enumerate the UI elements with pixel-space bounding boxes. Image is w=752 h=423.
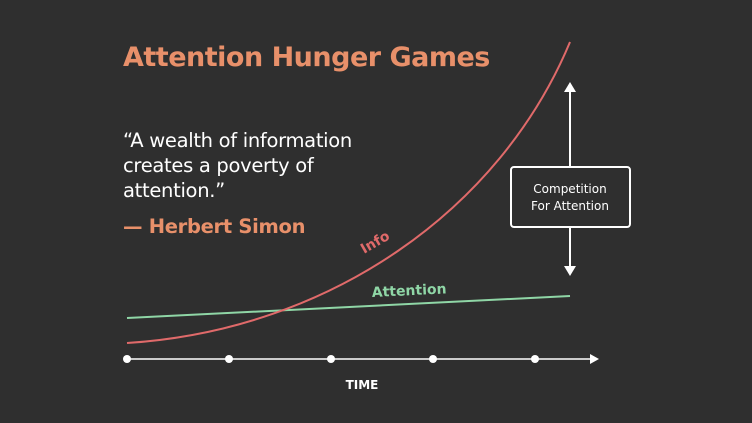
time-axis-marker (429, 355, 437, 363)
arrow-down-head (564, 266, 576, 276)
time-axis-marker (531, 355, 539, 363)
info-curve (126, 41, 571, 344)
time-axis-marker (327, 355, 335, 363)
quote-text: “A wealth of information creates a pover… (123, 129, 352, 202)
time-axis-marker (225, 355, 233, 363)
time-axis-markers (123, 355, 539, 363)
quote-author: — Herbert Simon (123, 215, 306, 238)
competition-box (510, 166, 631, 228)
time-axis-marker (123, 355, 131, 363)
time-axis-label: TIME (346, 378, 379, 392)
slide-title: Attention Hunger Games (123, 42, 490, 73)
attention-label: Attention (371, 281, 446, 301)
competition-box-line2: For Attention (531, 199, 609, 213)
info-label: Info (358, 228, 393, 257)
competition-box-line1: Competition (533, 182, 606, 196)
arrow-up-head (564, 82, 576, 92)
time-axis-arrowhead (590, 354, 599, 364)
attention-line (126, 295, 571, 319)
